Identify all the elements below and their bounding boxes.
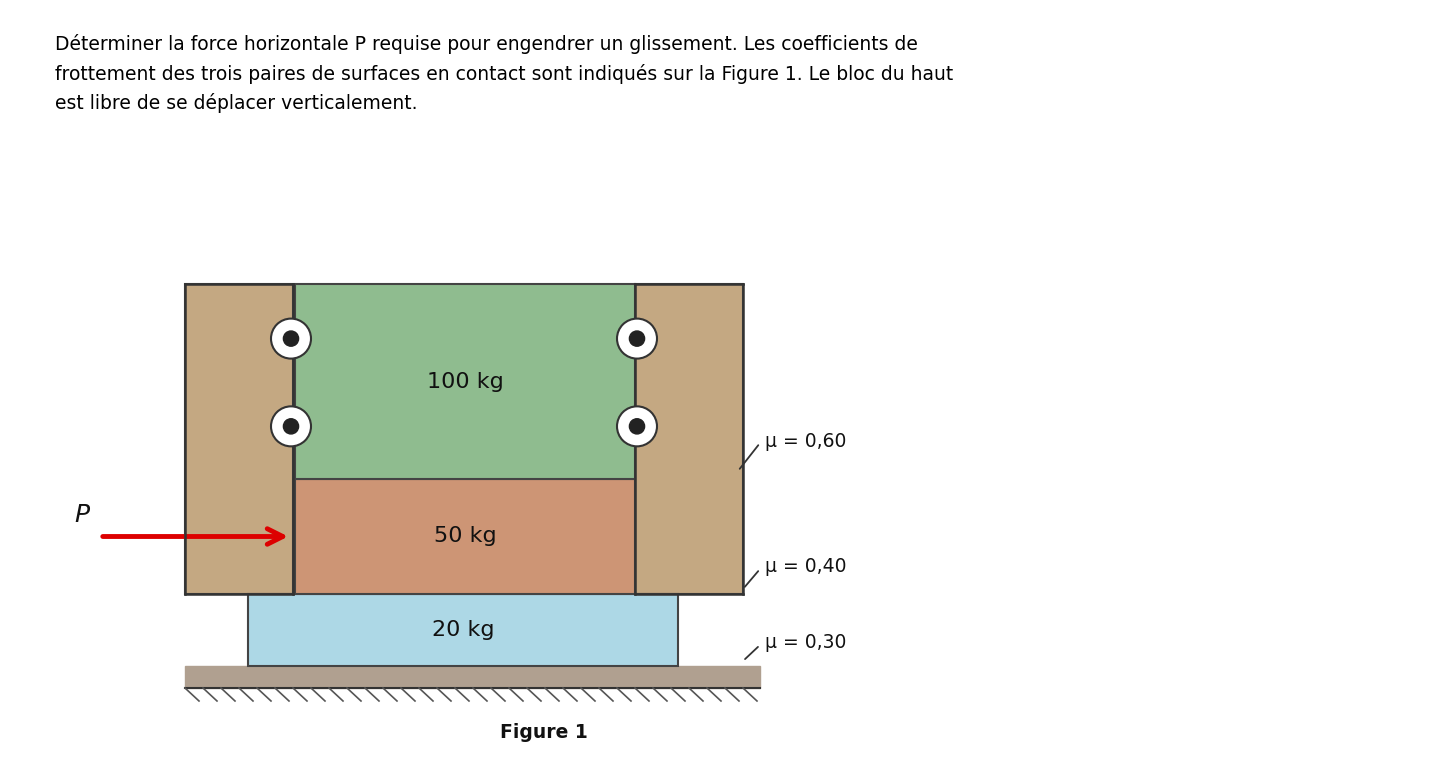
Circle shape bbox=[630, 419, 645, 434]
Bar bbox=[248, 594, 678, 666]
Bar bbox=[185, 666, 760, 688]
Bar bbox=[635, 284, 743, 594]
Text: μ = 0,40: μ = 0,40 bbox=[764, 557, 846, 576]
Circle shape bbox=[617, 406, 657, 446]
Circle shape bbox=[284, 419, 298, 434]
Text: Figure 1: Figure 1 bbox=[499, 723, 588, 742]
Text: μ = 0,60: μ = 0,60 bbox=[764, 431, 846, 451]
Text: Déterminer la force horizontale P requise pour engendrer un glissement. Les coef: Déterminer la force horizontale P requis… bbox=[54, 34, 954, 113]
Circle shape bbox=[271, 406, 311, 446]
Circle shape bbox=[630, 331, 645, 347]
Circle shape bbox=[617, 318, 657, 358]
Text: μ = 0,30: μ = 0,30 bbox=[764, 633, 846, 652]
Circle shape bbox=[271, 318, 311, 358]
Bar bbox=[295, 479, 635, 594]
Text: P: P bbox=[75, 503, 89, 527]
Circle shape bbox=[284, 331, 298, 347]
Text: 50 kg: 50 kg bbox=[433, 527, 496, 546]
Bar bbox=[185, 284, 293, 594]
Text: 100 kg: 100 kg bbox=[427, 372, 503, 391]
Text: 20 kg: 20 kg bbox=[432, 620, 495, 640]
Bar bbox=[295, 284, 635, 479]
